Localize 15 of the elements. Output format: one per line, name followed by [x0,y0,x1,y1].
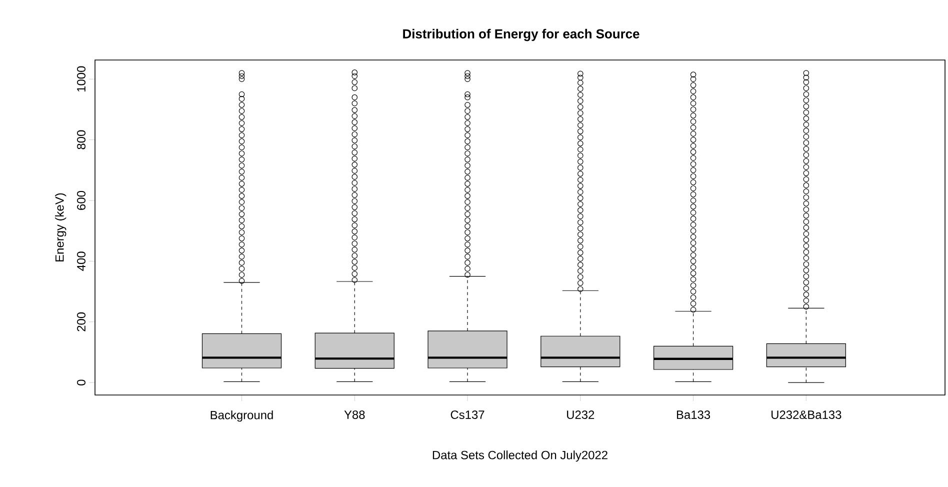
y-tick-label: 600 [77,190,86,210]
x-tick-label: U232&Ba133 [772,410,842,419]
x-tick-label: Ba133 [676,410,710,419]
x-tick-label: Cs137 [450,410,484,419]
y-tick-label: 200 [77,312,86,332]
y-tick-label: 0 [77,380,86,386]
y-tick-label: 400 [77,252,86,271]
y-axis-title: Energy (keV) [55,193,66,262]
chart-title: Distribution of Energy for each Source [403,28,640,42]
y-tick-label: 800 [77,130,86,150]
x-tick-label: Background [210,410,273,422]
x-axis-title: Data Sets Collected On July2022 [432,450,608,462]
x-tick-label: U232 [567,410,594,419]
y-tick-label: 1000 [77,66,86,92]
x-tick-label: Y88 [344,410,365,419]
